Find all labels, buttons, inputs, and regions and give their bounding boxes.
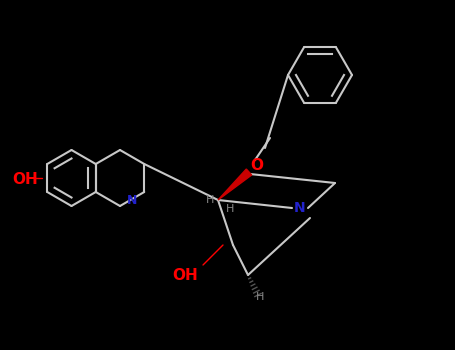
Text: OH: OH [172,267,198,282]
Text: N: N [294,201,306,215]
Text: H: H [256,292,264,302]
Text: OH: OH [13,173,38,188]
Text: N: N [127,194,137,207]
Text: O: O [251,159,263,174]
Text: H: H [206,195,214,205]
Text: H: H [226,204,234,214]
Polygon shape [218,169,252,200]
